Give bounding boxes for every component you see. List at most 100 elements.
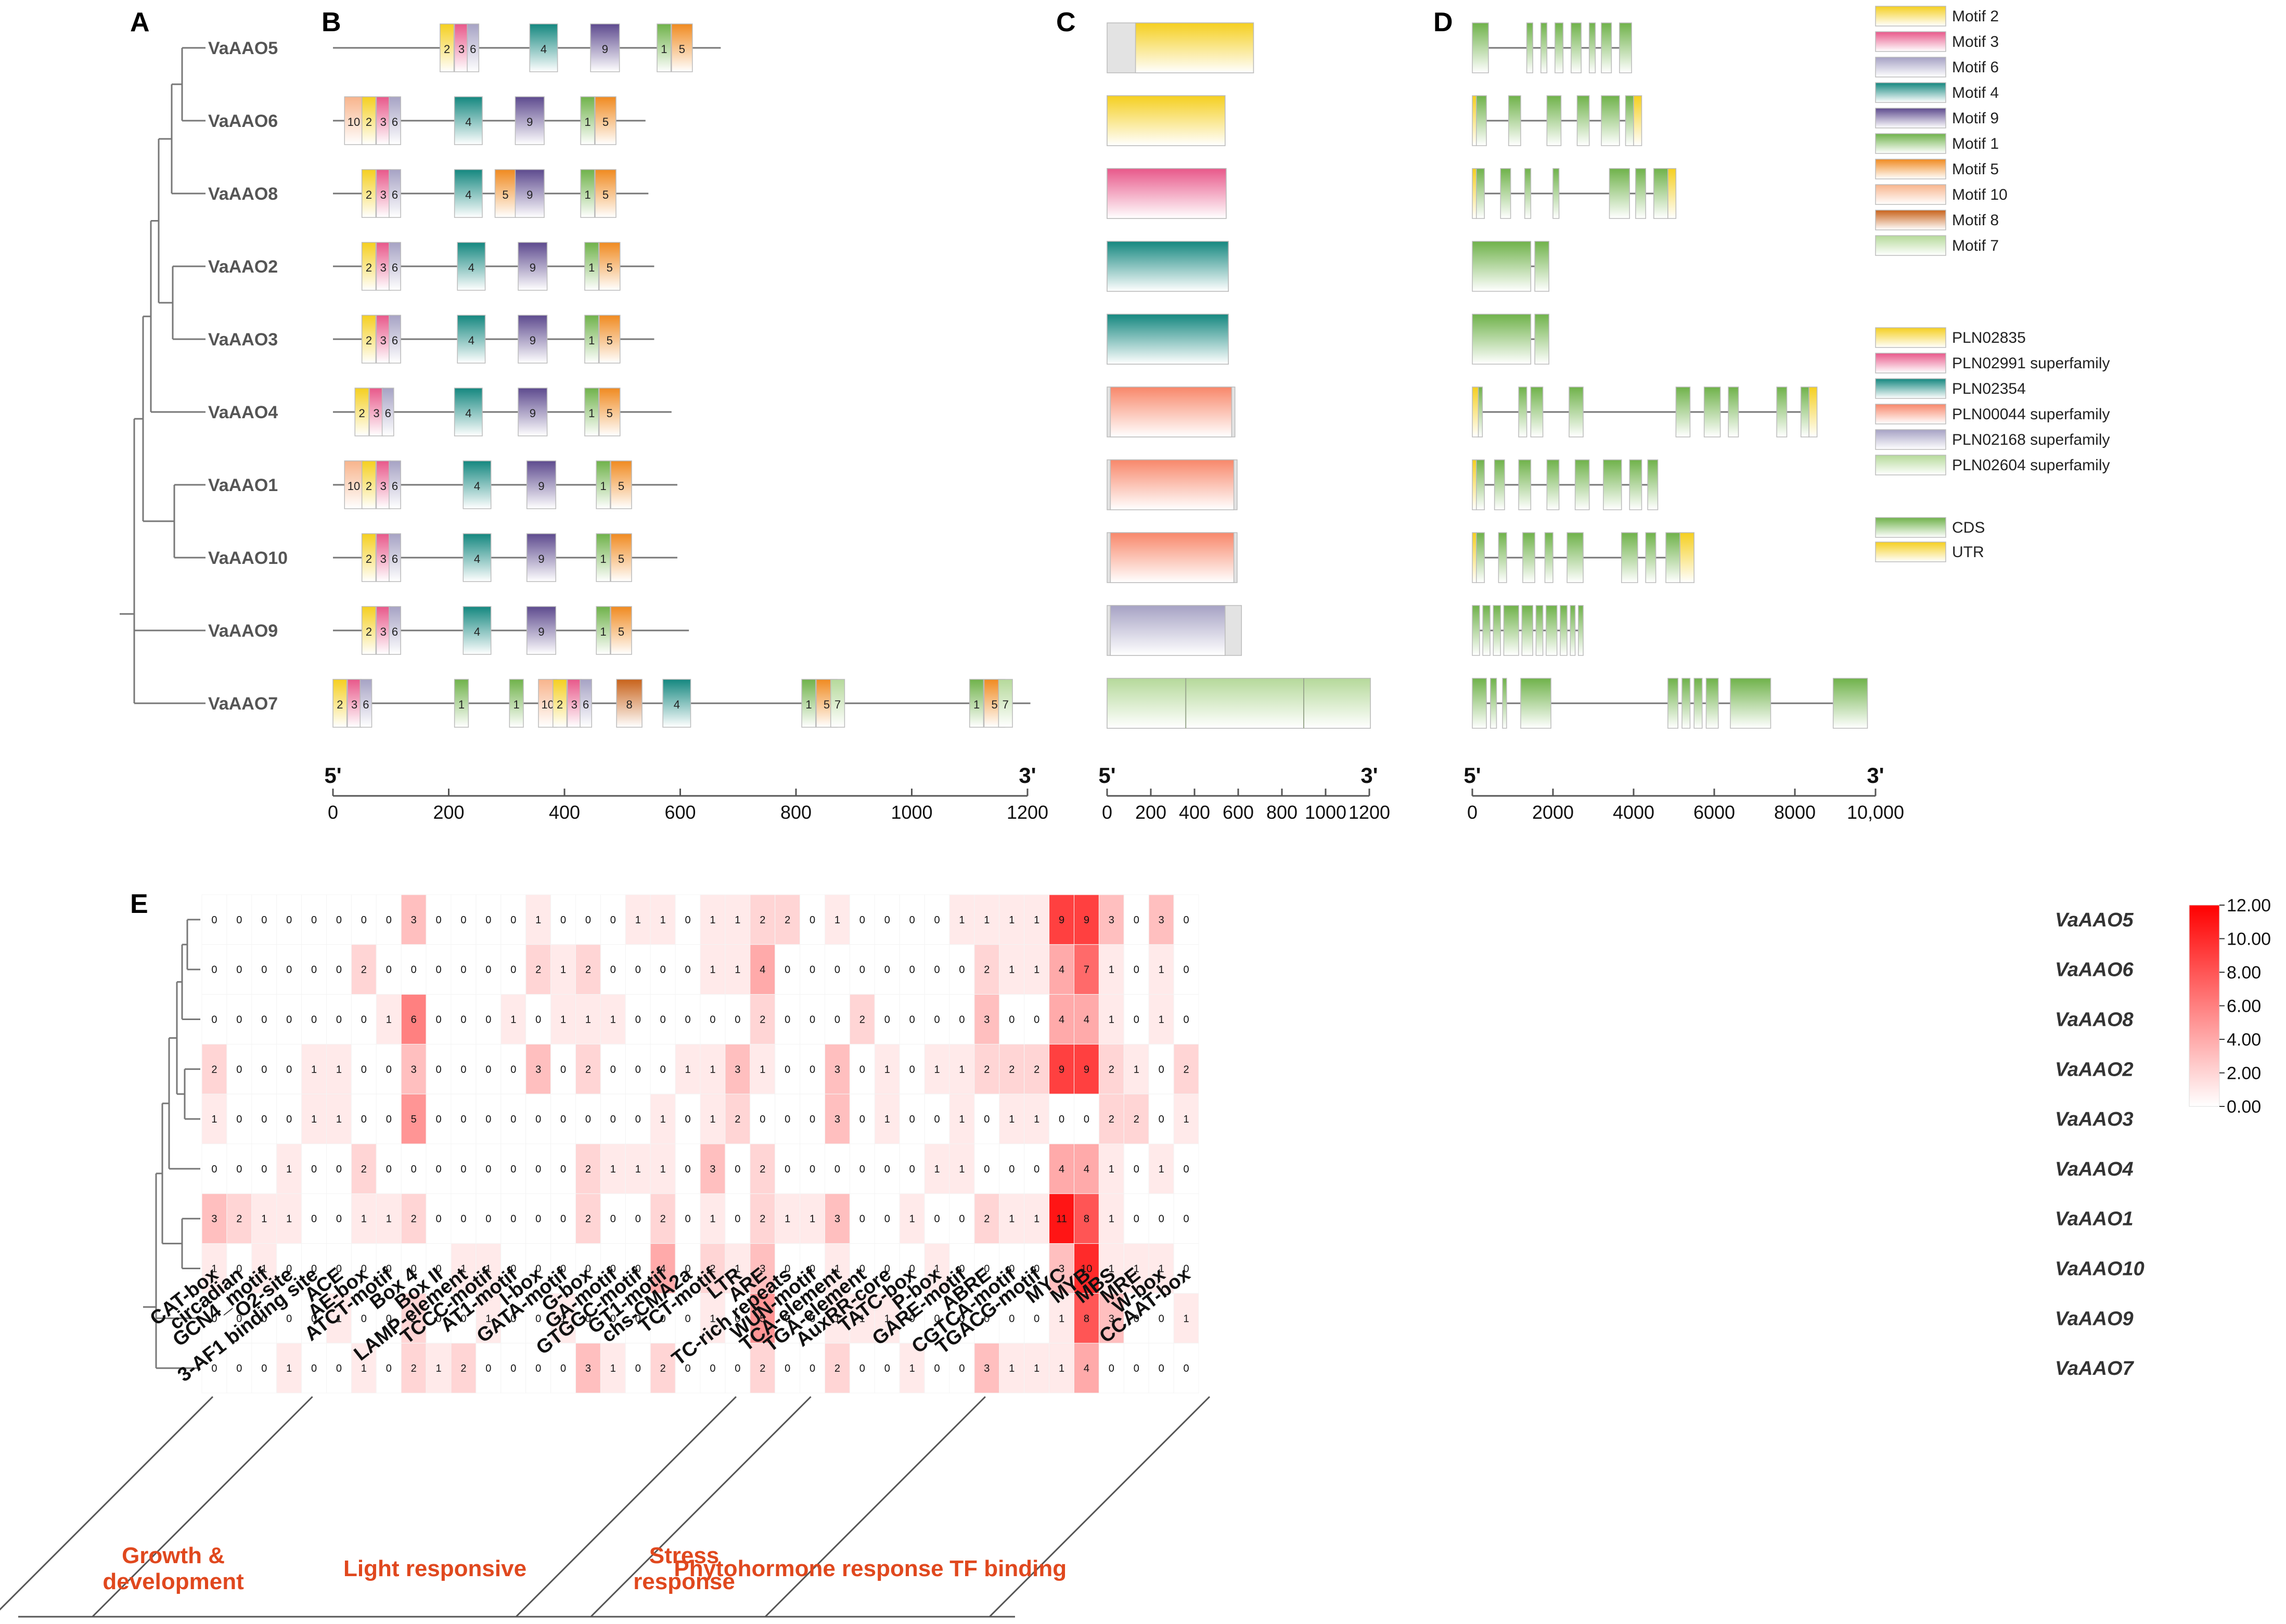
cell-value: 2	[411, 1363, 417, 1374]
motif-1-box: 1	[969, 679, 984, 728]
cell-value: 0	[311, 1363, 317, 1374]
motif-number: 5	[607, 261, 613, 274]
cell-value: 0	[635, 1313, 641, 1324]
heatmap-cell: 0	[500, 1193, 526, 1244]
cell-fill	[226, 1243, 252, 1294]
cds-exon	[1490, 678, 1497, 729]
heatmap-cell: 0	[451, 894, 477, 945]
cell-fill	[899, 1193, 925, 1244]
cds-exon	[1601, 95, 1620, 146]
cell-fill	[700, 944, 726, 995]
cell-value: 9	[1059, 914, 1064, 926]
cell-value: 0	[959, 1264, 965, 1275]
cell-value: 0	[685, 914, 690, 926]
category-divider	[764, 1396, 986, 1618]
cell-fill	[650, 1143, 676, 1194]
cell-value: 2	[760, 1164, 765, 1175]
cell-fill	[1123, 1093, 1149, 1144]
heatmap-cell: 0	[276, 994, 302, 1045]
cell-value: 2	[585, 1214, 591, 1225]
cell-value: 0	[386, 1313, 392, 1324]
cell-value: 0	[685, 1363, 690, 1374]
heatmap-cell: 0	[301, 894, 327, 945]
cell-value: 1	[1109, 1014, 1114, 1026]
cell-fill	[1049, 1293, 1074, 1344]
cell-fill	[874, 894, 900, 945]
axis-tick-label: 400	[549, 802, 580, 823]
cell-value: 0	[485, 1214, 491, 1225]
gene-label: VaAAO7	[208, 694, 278, 714]
motif-number: 2	[366, 334, 372, 347]
cds-exon	[1476, 95, 1487, 146]
heatmap-cell: 0	[675, 1193, 701, 1244]
heatmap-cell: 0	[500, 1043, 526, 1094]
cell-fill	[1049, 1343, 1074, 1394]
cell-fill	[899, 1243, 925, 1294]
cell-fill	[575, 1243, 601, 1294]
heatmap-row-label: VaAAO10	[2055, 1258, 2144, 1280]
cell-value: 2	[211, 1064, 217, 1075]
heatmap-cell: 1	[924, 1043, 950, 1094]
cell-value: 0	[361, 914, 367, 926]
cell-value: 2	[1134, 1114, 1139, 1125]
heatmap-cell: 1	[276, 1193, 302, 1244]
cell-value: 0	[1134, 1214, 1139, 1225]
cell-value: 4	[1059, 964, 1064, 976]
cell-value: 0	[560, 1164, 566, 1175]
heatmap-cell: 3	[974, 1343, 1000, 1394]
heatmap-cell: 0	[226, 1243, 252, 1294]
motif-number: 4	[474, 480, 480, 493]
cell-fill	[775, 1343, 801, 1394]
cell-fill	[625, 994, 651, 1045]
cell-fill	[276, 1143, 302, 1194]
heatmap-cell: 0	[226, 1143, 252, 1194]
cell-value: 1	[435, 1363, 441, 1374]
heatmap-cell: 0	[476, 894, 502, 945]
heatmap-cell: 0	[999, 1143, 1025, 1194]
heatmap-cell: 1	[1024, 1193, 1050, 1244]
domain-protein	[1107, 314, 1229, 365]
cell-value: 0	[585, 1313, 591, 1324]
cell-fill	[226, 894, 252, 945]
cell-value: 0	[984, 1114, 990, 1125]
cds-exon	[1472, 22, 1489, 73]
cell-value: 1	[884, 1114, 890, 1125]
cell-value: 0	[1159, 1064, 1164, 1075]
heatmap-cell: 1	[650, 1143, 676, 1194]
heatmap-cell: 0	[1148, 1293, 1174, 1344]
cell-value: 0	[1183, 1363, 1189, 1374]
cell-value: 0	[211, 1164, 217, 1175]
cell-value: 0	[535, 1114, 541, 1125]
cell-value: 0	[236, 1114, 242, 1125]
heatmap-cell: 0	[276, 1243, 302, 1294]
heatmap-cell: 0	[899, 1043, 925, 1094]
heatmap-cell: 3	[825, 1093, 850, 1144]
heatmap-cell: 0	[800, 994, 825, 1045]
motif-10-box: 10	[344, 96, 364, 145]
cell-fill	[1148, 1143, 1174, 1194]
cds-exon	[1518, 459, 1532, 510]
heatmap-cell: 0	[525, 1143, 551, 1194]
heatmap-cell: 1	[1024, 944, 1050, 995]
cell-value: 0	[785, 1064, 790, 1075]
motif-4-box: 4	[454, 96, 483, 145]
cell-value: 1	[710, 914, 715, 926]
heatmap-cell: 0	[849, 894, 875, 945]
heatmap-cell: 0	[775, 1143, 801, 1194]
cell-fill	[650, 944, 676, 995]
cell-value: 0	[1159, 1114, 1164, 1125]
motif-3-box: 3	[369, 388, 384, 436]
cell-fill	[251, 1293, 277, 1344]
cell-fill	[600, 1143, 626, 1194]
heatmap-cell: 0	[326, 1193, 352, 1244]
domain-PLN02991	[1107, 168, 1227, 219]
legend-label: Motif 7	[1952, 237, 1999, 254]
heatmap-cell: 2	[1098, 1043, 1124, 1094]
motif-number: 3	[351, 698, 357, 711]
cell-value: 1	[710, 1064, 715, 1075]
cell-value: 0	[685, 1014, 690, 1026]
heatmap-cell: 9	[1074, 894, 1099, 945]
heatmap-cell: 1	[1024, 894, 1050, 945]
heatmap-cell: 0	[550, 1093, 576, 1144]
cds-exon	[1560, 605, 1568, 656]
